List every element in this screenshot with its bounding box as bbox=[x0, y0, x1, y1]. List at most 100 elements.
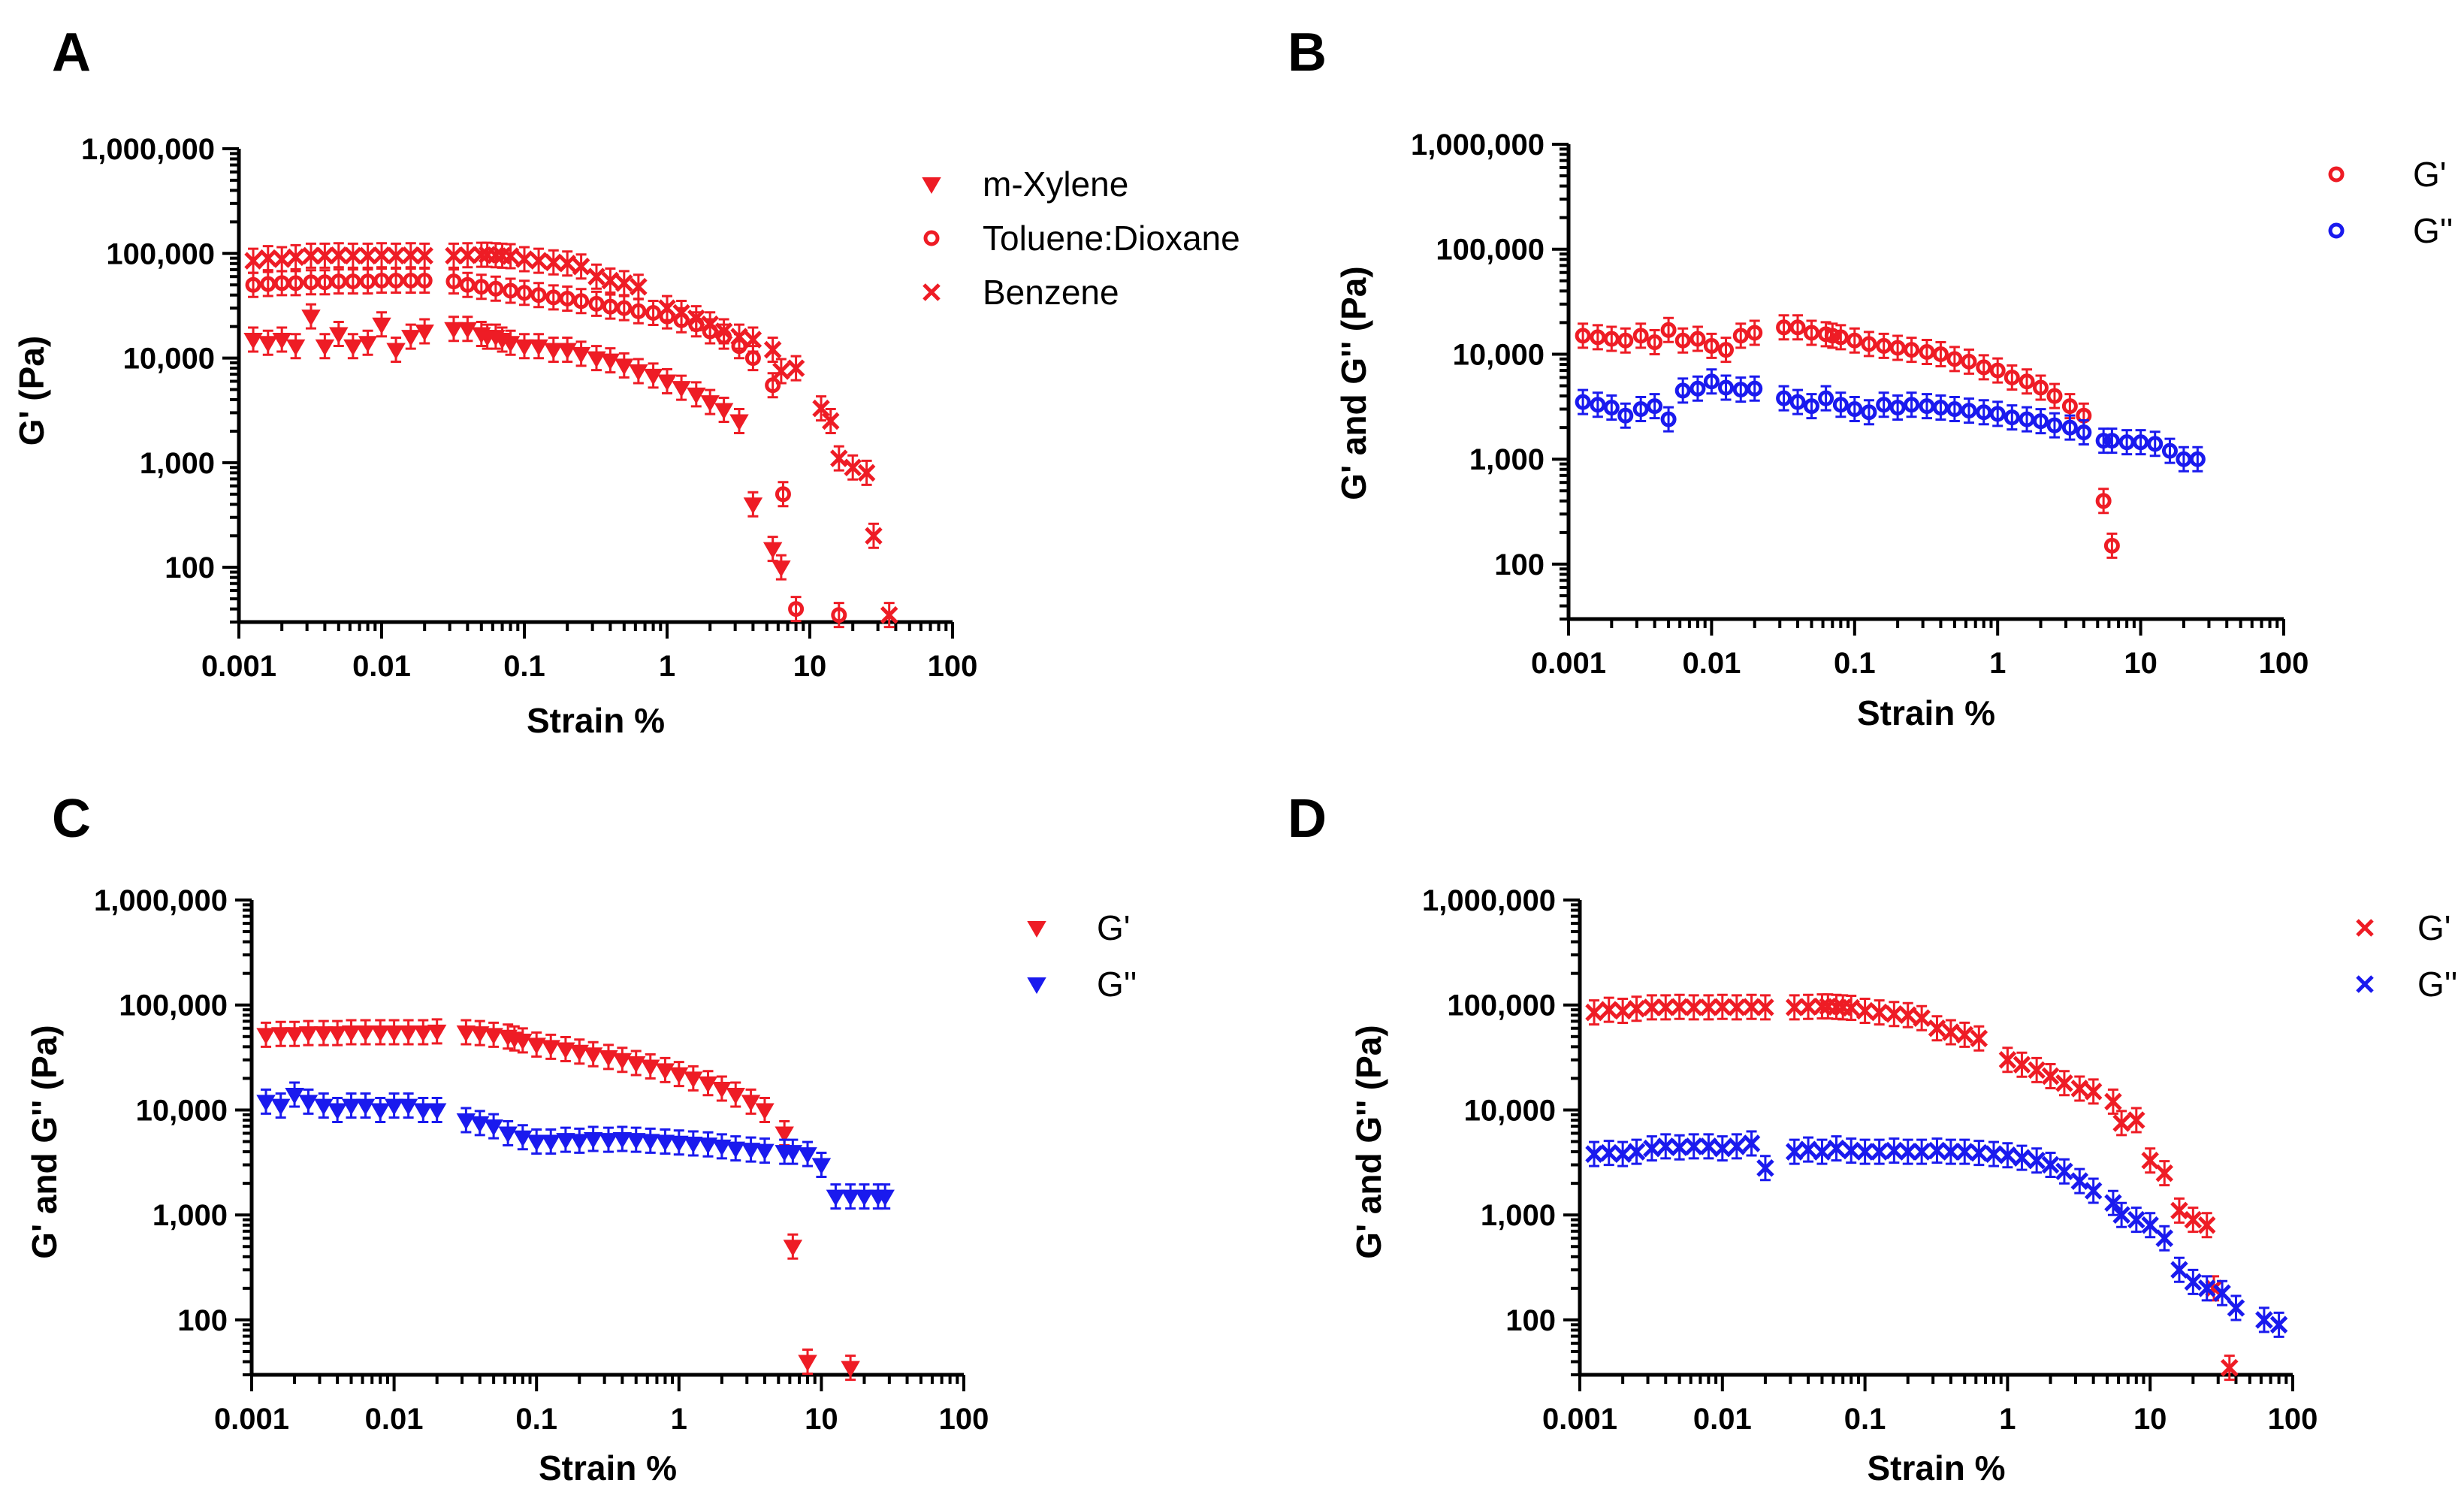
panel-a-data-point bbox=[344, 246, 362, 265]
panel-b-legend-marker bbox=[2328, 166, 2345, 183]
panel-d-data-point bbox=[1643, 998, 1661, 1016]
panel-a-data-point bbox=[288, 275, 304, 291]
panel-b-error-bar bbox=[1892, 394, 1904, 421]
panel-b-error-bar bbox=[1949, 346, 1960, 373]
panel-a-data-point bbox=[730, 328, 748, 346]
panel-b-x-tick-label: 10 bbox=[2124, 647, 2158, 680]
panel-b-data-point bbox=[1946, 351, 1963, 367]
panel-d-data-point bbox=[1756, 1158, 1774, 1177]
panel-b-error-bar bbox=[1706, 368, 1717, 395]
panel-b-error-bar bbox=[1849, 396, 1860, 423]
panel-b-error-bar bbox=[1677, 377, 1689, 404]
panel-c-data-point bbox=[783, 1145, 803, 1162]
panel-b-data-point bbox=[1989, 406, 2006, 422]
panel-d-data-point bbox=[1842, 998, 1860, 1017]
panel-b-error-bar bbox=[1735, 376, 1747, 403]
panel-a-data-point bbox=[687, 309, 705, 328]
panel-c-y-tick-label: 1,000 bbox=[152, 1199, 228, 1232]
panel-b-legend-label: G' bbox=[2413, 155, 2447, 194]
panel-d-data-point bbox=[1585, 1145, 1603, 1163]
panel-b-error-bar bbox=[2035, 374, 2046, 401]
panel-c-data-point bbox=[569, 1134, 590, 1151]
panel-c-data-point bbox=[655, 1063, 675, 1080]
panel-b-data-point bbox=[2103, 433, 2120, 449]
panel-d-data-point bbox=[2141, 1151, 2159, 1170]
panel-c-data-point bbox=[527, 1037, 546, 1055]
panel-c-data-point bbox=[413, 1103, 433, 1120]
panel-d-data-point bbox=[1985, 1145, 2003, 1163]
panel-b-data-point bbox=[1889, 340, 1906, 356]
panel-b-error-bar bbox=[1835, 324, 1846, 351]
panel-a-error-bar bbox=[391, 267, 402, 294]
panel-a-data-point bbox=[615, 274, 633, 292]
panel-b-data-point bbox=[1861, 404, 1877, 421]
panel-b-error-bar bbox=[1863, 399, 1874, 426]
panel-a-error-bar bbox=[562, 285, 573, 312]
panel-b-data-point bbox=[1617, 407, 1634, 424]
panel-b-data-point bbox=[1789, 319, 1806, 336]
panel-c-data-point bbox=[427, 1024, 447, 1041]
panel-d-data-point bbox=[1699, 998, 1718, 1016]
panel-c-data-point bbox=[698, 1076, 718, 1093]
panel-a-data-point bbox=[416, 272, 433, 288]
panel-c-data-point bbox=[355, 1098, 376, 1116]
panel-b-data-point bbox=[1617, 332, 1634, 349]
panel-c-y-axis-title: G' and G'' (Pa) bbox=[25, 1025, 64, 1258]
panel-d-data-point bbox=[1885, 1005, 1904, 1023]
panel-b-data-point bbox=[1803, 325, 1819, 341]
panel-c-legend: G' G'' bbox=[1027, 908, 1137, 1004]
panel-c-y-tick-label: 100 bbox=[177, 1304, 228, 1337]
panel-a-data-point bbox=[445, 246, 463, 265]
panel-a-error-bar bbox=[376, 267, 387, 294]
panel-a-data-point bbox=[302, 246, 320, 265]
panel-a-data-point bbox=[343, 339, 363, 356]
panel-d-data-point bbox=[2112, 1114, 2130, 1132]
panel-a-data-point bbox=[458, 246, 477, 264]
panel-b-data-point bbox=[1660, 411, 1677, 427]
panel-c-data-point bbox=[626, 1056, 646, 1073]
panel-a-data-point bbox=[630, 277, 648, 296]
panel-c-data-point bbox=[669, 1067, 689, 1084]
panel-a-data-point bbox=[616, 300, 633, 316]
panel-c-x-tick-label: 100 bbox=[939, 1403, 989, 1436]
panel-a-error-bar bbox=[319, 269, 331, 296]
panel-a-legend-label: m-Xylene bbox=[983, 165, 1128, 204]
panel-d-data-point bbox=[1998, 1146, 2017, 1164]
panel-d-data-point bbox=[2227, 1299, 2245, 1317]
panel-d-data-point bbox=[1870, 1003, 1889, 1022]
panel-a-data-point bbox=[529, 339, 548, 356]
panel-d-data-point bbox=[2104, 1194, 2122, 1213]
panel-a-y-axis-title: G' (Pa) bbox=[12, 336, 51, 445]
panel-a-data-point bbox=[444, 322, 464, 339]
panel-b-data-point bbox=[1590, 397, 1606, 413]
panel-a-data-point bbox=[285, 339, 306, 356]
panel-c-data-point bbox=[484, 1028, 503, 1045]
panel-b-error-bar bbox=[1692, 325, 1703, 352]
panel-a-data-point bbox=[857, 464, 876, 482]
panel-a-legend-marker bbox=[922, 177, 941, 194]
panel-c-data-point bbox=[314, 1098, 334, 1116]
panel-d-data-point bbox=[1942, 1023, 1960, 1041]
panel-d-data-point bbox=[2213, 1284, 2231, 1303]
panel-d-data-point bbox=[2255, 1311, 2273, 1329]
panel-b-data-point bbox=[2147, 436, 2164, 452]
panel-b-data-point bbox=[1703, 337, 1720, 354]
panel-d-data-point bbox=[2170, 1261, 2188, 1279]
panel-c-data-point bbox=[755, 1143, 775, 1161]
panel-a-error-bar bbox=[419, 267, 430, 294]
panel-b-error-bar bbox=[1592, 391, 1603, 418]
panel-d-letter: D bbox=[1288, 789, 1327, 849]
panel-a-data-point bbox=[316, 246, 334, 265]
panel-b-data-point bbox=[2004, 409, 2020, 426]
panel-b-data-point bbox=[1632, 401, 1649, 418]
panel-c-data-point bbox=[841, 1361, 860, 1378]
panel-d-data-point bbox=[2197, 1216, 2216, 1234]
panel-a-data-point bbox=[515, 250, 533, 268]
panel-a-error-bar bbox=[605, 293, 616, 320]
panel-a-data-point bbox=[657, 374, 677, 391]
panel-b-error-bar bbox=[1749, 319, 1760, 346]
panel-b-error-bar bbox=[2078, 419, 2089, 446]
panel-a-error-bar bbox=[405, 267, 416, 294]
panel-a-data-point bbox=[772, 560, 791, 578]
panel-d-x-tick-label: 100 bbox=[2268, 1403, 2318, 1436]
